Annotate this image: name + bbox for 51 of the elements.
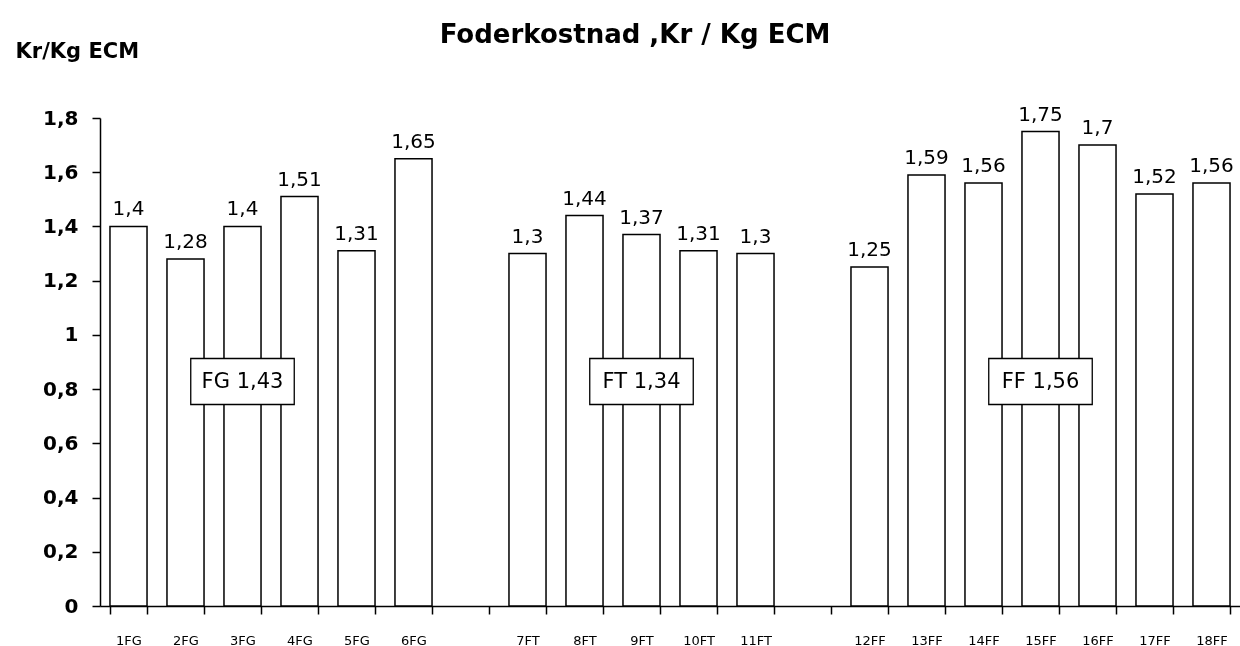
data-label: 1,3	[739, 223, 772, 248]
x-tick-label: 4FG	[287, 632, 313, 646]
x-tick-label: 3FG	[230, 632, 256, 646]
annotation: FF 1,56	[1001, 368, 1080, 393]
x-tick-label: 14FF	[968, 632, 1000, 646]
y-tick-label: 0,2	[43, 539, 79, 564]
y-tick-label: 0,8	[43, 376, 79, 401]
x-tick-label: 13FF	[911, 632, 943, 646]
x-tick-label: 7FT	[516, 632, 540, 646]
x-tick-label: 2FG	[173, 632, 199, 646]
data-label: 1,75	[1018, 101, 1063, 126]
x-tick-label: 1FG	[116, 632, 142, 646]
data-label: 1,28	[163, 228, 208, 253]
data-label: 1,56	[1189, 153, 1234, 178]
data-label: 1,7	[1081, 115, 1114, 140]
data-label: 1,51	[277, 166, 322, 191]
x-tick-label: 9FT	[630, 632, 654, 646]
annotation: FT 1,34	[602, 368, 681, 393]
x-tick-label: 8FT	[573, 632, 597, 646]
y-tick-label: 1,2	[43, 268, 79, 293]
data-label: 1,25	[847, 237, 892, 262]
data-label: 1,37	[619, 204, 664, 229]
y-axis-title: Kr/Kg ECM	[15, 38, 140, 63]
data-label: 1,31	[676, 220, 721, 245]
x-tick-label: 6FG	[401, 632, 427, 646]
y-tick-label: 1,4	[43, 213, 79, 238]
data-label: 1,31	[334, 220, 379, 245]
x-tick-label: 18FF	[1196, 632, 1228, 646]
y-tick-label: 0,6	[43, 430, 79, 455]
annotation: FG 1,43	[201, 368, 284, 393]
y-tick-label: 0	[64, 593, 79, 618]
data-label: 1,4	[226, 196, 259, 221]
y-tick-label: 0,4	[43, 485, 79, 510]
data-label: 1,65	[391, 128, 436, 153]
x-tick-label: 12FF	[854, 632, 886, 646]
data-label: 1,4	[112, 196, 145, 221]
chart-title: Foderkostnad ,Kr / Kg ECM	[439, 19, 831, 49]
data-label: 1,59	[904, 144, 949, 169]
x-tick-label: 10FT	[683, 632, 715, 646]
data-label: 1,44	[562, 185, 607, 210]
x-tick-label: 15FF	[1025, 632, 1057, 646]
data-label: 1,52	[1132, 163, 1177, 188]
x-tick-label: 11FT	[740, 632, 772, 646]
y-tick-label: 1,6	[43, 159, 79, 184]
data-label: 1,3	[511, 223, 544, 248]
x-tick-label: 5FG	[344, 632, 370, 646]
x-tick-label: 16FF	[1082, 632, 1114, 646]
data-label: 1,56	[961, 153, 1006, 178]
y-tick-label: 1,8	[43, 105, 79, 130]
y-tick-label: 1	[64, 322, 79, 347]
x-tick-label: 17FF	[1139, 632, 1171, 646]
